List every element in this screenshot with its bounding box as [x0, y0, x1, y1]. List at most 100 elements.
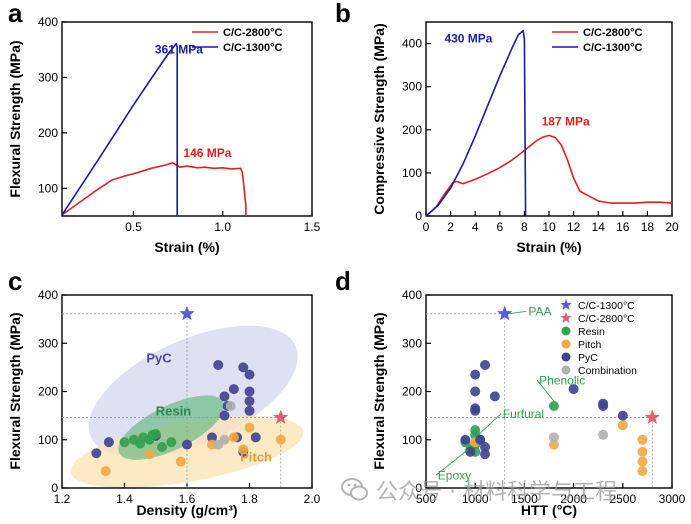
data-point-pitch [548, 439, 559, 450]
data-point-pyc [244, 396, 255, 407]
data-point-pyc [568, 384, 579, 395]
annotation-label: Phenolic [539, 373, 585, 387]
region-label: Pitch [240, 449, 272, 464]
legend-label: Combination [578, 365, 637, 377]
x-axis-label: Density (g/cm³) [136, 502, 237, 518]
annotation-leader [508, 310, 527, 315]
x-tick-label: 1000 [462, 492, 489, 506]
data-point-pyc [480, 359, 491, 370]
panel-letter-b: b [335, 0, 351, 28]
data-point-resin [157, 441, 167, 452]
annotation-leader [435, 449, 469, 476]
y-tick-label: 100 [402, 166, 422, 180]
data-point-pitch [637, 446, 648, 457]
legend-dot [561, 326, 571, 336]
y-tick-label: 0 [51, 481, 58, 495]
y-tick-label: 400 [402, 37, 422, 51]
data-point-pitch [238, 444, 249, 455]
x-tick-label: 10 [542, 220, 556, 234]
data-point-pyc [617, 410, 628, 421]
y-axis-label: Flexural Strength (MPa) [371, 312, 387, 469]
series-line-1 [61, 42, 178, 216]
panel-letter-d: d [335, 266, 351, 296]
data-point-pitch [637, 466, 648, 477]
x-axis-label: Strain (%) [154, 239, 219, 255]
panel-letter-c: c [8, 266, 22, 296]
annotation-label: 430 MPa [444, 32, 492, 46]
data-point-pyc [219, 410, 230, 421]
y-tick-label: 300 [38, 70, 58, 84]
data-point-pitch [244, 422, 255, 433]
y-axis-label: Flexural Strength (MPa) [7, 40, 23, 197]
data-point-pyc [182, 439, 192, 450]
x-tick-label: 20 [665, 220, 679, 234]
data-point-pyc [207, 432, 217, 443]
data-point-pyc [598, 400, 609, 411]
series-line-0 [425, 134, 673, 217]
data-point-combination [548, 432, 559, 443]
legend-star [560, 299, 572, 310]
panel-d: d 500 1000 1500 2000 2500 3000 0 100 200 300 400 HTT… [335, 266, 686, 518]
data-point-pyc [91, 448, 102, 459]
data-point-combination [598, 429, 609, 440]
data-point-pyc [244, 369, 255, 380]
data-point-pyc [489, 391, 500, 402]
star-marker [273, 409, 289, 424]
x-tick-label: 1.5 [304, 220, 321, 234]
x-tick-label: 1500 [511, 492, 538, 506]
data-point-pyc [480, 441, 491, 452]
data-point-pyc [103, 437, 114, 448]
x-tick-label: 1.4 [116, 492, 133, 506]
legend-star [560, 312, 572, 323]
legend-label: C/C-1300°C [578, 300, 635, 312]
star-marker [497, 305, 513, 321]
y-tick-label: 300 [402, 336, 422, 350]
legend-dot [561, 352, 571, 362]
data-point-pitch [637, 456, 648, 467]
panel-a: a 0.5 1.0 1.5 100 200 300 400 Strain (%) Flexural… [7, 0, 321, 255]
plot-frame [61, 21, 313, 217]
annotation-label: Furfural [503, 407, 544, 421]
y-tick-label: 200 [38, 385, 58, 399]
legend-label: C/C-2800°C [223, 27, 282, 39]
data-point-pyc [244, 386, 255, 397]
annotation-label: 361 MPa [155, 43, 203, 57]
data-point-pyc [460, 434, 471, 445]
data-point-pyc [470, 405, 481, 416]
y-axis-label: Compressive Strength (MPa) [371, 23, 387, 214]
data-point-pyc [238, 362, 249, 373]
x-tick-label: 2000 [560, 492, 587, 506]
series-line-0 [61, 162, 247, 216]
series-line-1 [425, 29, 527, 217]
y-tick-label: 200 [402, 123, 422, 137]
legend-label: Resin [578, 326, 605, 338]
data-point-resin [470, 425, 481, 436]
x-tick-label: 6 [496, 220, 503, 234]
watermark: 公众号 · 材料科学与工程 [340, 470, 680, 510]
star-marker [179, 305, 195, 321]
data-point-resin [119, 437, 130, 448]
data-point-pyc [480, 449, 491, 460]
y-tick-label: 300 [38, 336, 58, 350]
legend-dot [561, 365, 571, 375]
legend-label: C/C-2800°C [578, 313, 635, 325]
x-tick-label: 16 [616, 220, 630, 234]
x-tick-label: 3000 [659, 492, 686, 506]
data-point-pitch [144, 449, 155, 460]
legend-label: C/C-1300°C [583, 42, 642, 54]
data-point-pyc [470, 386, 481, 397]
x-tick-label: 14 [592, 220, 606, 234]
data-point-combination [225, 400, 236, 411]
x-tick-label: 0 [423, 220, 430, 234]
x-tick-label: 1.8 [241, 492, 258, 506]
annotation-leader [536, 379, 555, 402]
annotation-label: Epoxy [438, 468, 471, 482]
y-tick-label: 200 [402, 385, 422, 399]
y-tick-label: 100 [38, 433, 58, 447]
data-point-pyc [219, 391, 230, 402]
legend-dot [561, 339, 571, 349]
region-label: Resin [156, 404, 191, 419]
data-point-pyc [228, 384, 239, 395]
